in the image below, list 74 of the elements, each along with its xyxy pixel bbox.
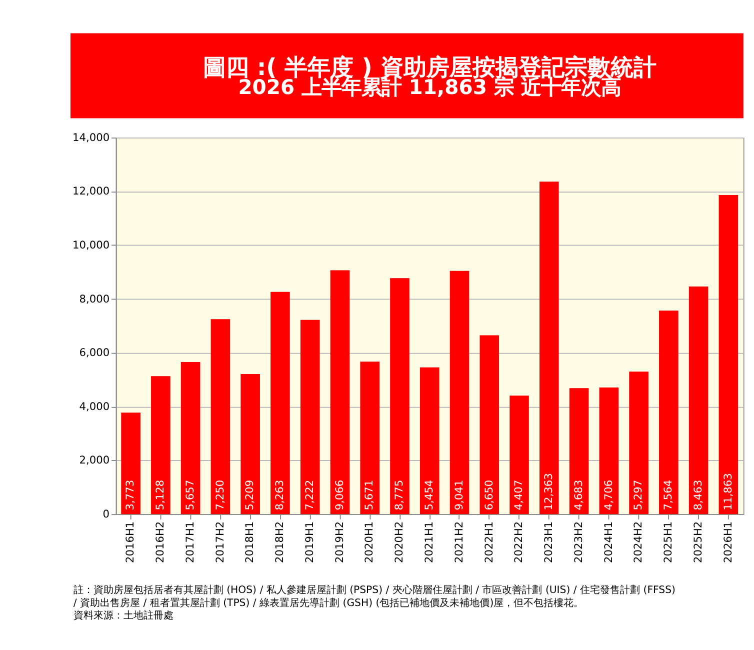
data-label: 3,773 bbox=[124, 480, 137, 510]
x-tick-label: 2021H2 bbox=[452, 521, 466, 564]
data-label: 11,863 bbox=[721, 473, 734, 510]
x-tick-label: 2016H1 bbox=[124, 521, 137, 564]
y-tick-label: 6,000 bbox=[79, 346, 110, 360]
data-label: 4,706 bbox=[602, 480, 615, 510]
bar bbox=[569, 388, 589, 514]
x-tick-label: 2017H1 bbox=[183, 521, 196, 564]
bar bbox=[300, 320, 320, 514]
y-tick-label: 2,000 bbox=[79, 454, 110, 467]
x-tick-label: 2020H2 bbox=[392, 521, 406, 564]
bar bbox=[510, 396, 529, 514]
bar bbox=[270, 292, 290, 514]
bar bbox=[330, 270, 350, 514]
x-tick-label: 2018H2 bbox=[273, 521, 286, 564]
x-tick-label: 2023H2 bbox=[572, 521, 585, 564]
bar bbox=[420, 367, 440, 514]
data-label: 5,128 bbox=[154, 480, 167, 510]
y-tick-label: 10,000 bbox=[72, 238, 110, 252]
bar bbox=[151, 376, 170, 514]
data-label: 5,657 bbox=[183, 480, 196, 510]
text: 註：資助房屋包括居者有其屋計劃 (HOS) / 私人參建居屋計劃 (PSPS) / 夾心階層住屋計劃 / 市區改善計劃 (UIS) / 住宅發售計劃 (FFSS) bbox=[73, 584, 676, 596]
x-tick-label: 2021H1 bbox=[422, 521, 436, 564]
x-tick-label: 2025H2 bbox=[691, 521, 704, 564]
bar bbox=[180, 362, 200, 514]
data-label: 4,683 bbox=[572, 480, 585, 510]
data-label: 9,066 bbox=[332, 480, 346, 510]
data-label: 4,407 bbox=[512, 480, 526, 510]
data-label: 12,363 bbox=[542, 473, 556, 510]
bar bbox=[718, 195, 738, 514]
data-label: 6,650 bbox=[482, 480, 496, 510]
text: / 資助出售房屋 / 租者置其屋計劃 (TPS) / 綠表置居先導計劃 (GSH) (包括已補地價及未補地價)屋，但不包括樓花。 bbox=[73, 596, 584, 609]
data-label: 7,564 bbox=[662, 480, 675, 510]
bar bbox=[360, 362, 380, 514]
x-tick-label: 2019H2 bbox=[332, 521, 346, 564]
x-tick-label: 2022H1 bbox=[482, 521, 496, 564]
x-tick-label: 2025H1 bbox=[662, 521, 675, 564]
x-tick-label: 2023H1 bbox=[542, 521, 556, 564]
bar bbox=[480, 335, 500, 514]
data-label: 7,250 bbox=[213, 480, 226, 510]
x-tick-label: 2016H2 bbox=[154, 521, 167, 564]
x-tick-label: 2026H1 bbox=[721, 521, 734, 564]
data-label: 8,263 bbox=[273, 480, 286, 510]
bar bbox=[450, 270, 470, 514]
y-tick-label: 14,000 bbox=[72, 130, 110, 144]
bar bbox=[659, 310, 678, 514]
bar bbox=[210, 319, 230, 514]
y-tick-label: 0 bbox=[102, 507, 110, 520]
data-label: 5,297 bbox=[632, 480, 645, 510]
x-tick-label: 2018H1 bbox=[243, 521, 256, 564]
y-tick-label: 12,000 bbox=[72, 184, 110, 198]
x-tick-label: 2022H2 bbox=[512, 521, 526, 564]
bar bbox=[629, 372, 648, 514]
data-label: 5,671 bbox=[362, 480, 376, 510]
data-label: 9,041 bbox=[452, 480, 466, 510]
bar bbox=[599, 388, 619, 514]
bar bbox=[688, 286, 708, 514]
x-tick-label: 2019H1 bbox=[302, 521, 316, 564]
x-tick-label: 2020H1 bbox=[362, 521, 376, 564]
y-tick-label: 4,000 bbox=[79, 400, 110, 413]
data-label: 8,463 bbox=[691, 480, 704, 510]
y-tick-label: 8,000 bbox=[79, 292, 110, 306]
x-tick-label: 2017H2 bbox=[213, 521, 226, 564]
bar bbox=[240, 374, 260, 514]
data-label: 7,222 bbox=[302, 480, 316, 510]
bar bbox=[121, 412, 140, 514]
data-label: 8,775 bbox=[392, 480, 406, 510]
data-label: 5,454 bbox=[422, 480, 436, 510]
x-tick-label: 2024H1 bbox=[602, 521, 615, 564]
bar bbox=[390, 278, 410, 514]
source-note: 資料來源：土地註冊處 bbox=[73, 610, 174, 622]
x-tick-label: 2024H2 bbox=[632, 521, 645, 564]
data-label: 5,209 bbox=[243, 480, 256, 510]
bar bbox=[539, 182, 559, 514]
